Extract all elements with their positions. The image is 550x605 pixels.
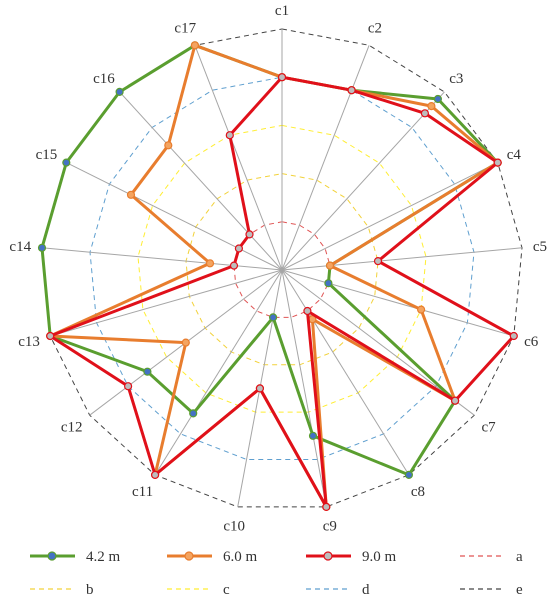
data-point-c6 xyxy=(324,279,333,288)
data-point-c15 xyxy=(126,190,136,199)
spoke-c7 xyxy=(281,269,475,416)
data-point-c12 xyxy=(124,382,133,391)
spoke-c5 xyxy=(281,247,523,271)
data-point-c12 xyxy=(143,367,152,376)
spoke-c2 xyxy=(281,45,370,271)
spoke-c14 xyxy=(41,247,283,271)
data-point-c9 xyxy=(308,431,318,440)
data-point-c16 xyxy=(245,230,254,239)
category-label-c16: c16 xyxy=(93,71,115,87)
data-point-c3 xyxy=(427,101,436,111)
data-point-c4 xyxy=(493,158,502,167)
category-label-c17: c17 xyxy=(174,21,196,37)
data-point-c17 xyxy=(190,41,199,50)
category-label-c7: c7 xyxy=(482,420,497,436)
legend-item-ring: c xyxy=(167,582,230,598)
spoke-c9 xyxy=(281,269,327,507)
data-point-c14 xyxy=(229,261,239,270)
data-point-c6 xyxy=(509,331,518,341)
spoke-c15 xyxy=(66,162,283,271)
category-label-c3: c3 xyxy=(449,71,463,87)
category-label-c14: c14 xyxy=(9,239,31,255)
data-point-c17 xyxy=(225,131,234,140)
legend: 4.2 m 6.0 m 9.0 m a b c d e xyxy=(30,549,523,598)
data-point-c9 xyxy=(322,502,331,511)
data-point-c10 xyxy=(269,313,278,322)
category-label-c2: c2 xyxy=(368,21,382,37)
series-lines xyxy=(37,41,518,511)
data-point-c12 xyxy=(181,338,190,347)
ring-b xyxy=(185,173,379,366)
data-point-c3 xyxy=(433,94,442,104)
data-point-c14 xyxy=(37,243,47,252)
data-point-c7 xyxy=(451,396,460,405)
legend-item-series: 6.0 m xyxy=(167,549,258,565)
category-label-c15: c15 xyxy=(36,147,58,163)
spoke-c4 xyxy=(281,162,498,271)
category-label-c12: c12 xyxy=(61,420,83,436)
ring-c xyxy=(137,124,427,413)
data-point-c16 xyxy=(164,141,173,150)
data-point-c16 xyxy=(115,87,124,97)
legend-label: d xyxy=(362,582,370,598)
legend-label: b xyxy=(86,582,94,598)
legend-item-ring: a xyxy=(460,549,523,565)
legend-item-ring: b xyxy=(30,582,94,598)
legend-label: 4.2 m xyxy=(86,549,121,565)
category-label-c1: c1 xyxy=(275,3,289,19)
legend-item-series: 4.2 m xyxy=(30,549,121,565)
data-point-c5 xyxy=(325,261,335,270)
data-point-c14 xyxy=(205,259,215,268)
data-point-c13 xyxy=(46,331,55,341)
series-2 xyxy=(46,73,518,511)
data-point-c11 xyxy=(151,470,160,479)
data-point-c5 xyxy=(373,257,383,266)
data-point-c8 xyxy=(404,470,413,479)
data-point-c15 xyxy=(62,158,71,167)
legend-item-ring: d xyxy=(306,582,370,598)
legend-item-series: 9.0 m xyxy=(306,549,397,565)
data-point-c3 xyxy=(420,109,429,118)
spoke-c3 xyxy=(281,91,445,271)
category-label-c11: c11 xyxy=(132,484,153,500)
series-line xyxy=(40,43,500,477)
category-label-c8: c8 xyxy=(411,484,425,500)
category-label-c5: c5 xyxy=(533,239,547,255)
legend-item-ring: e xyxy=(460,582,523,598)
spoke-c17 xyxy=(194,45,283,271)
category-label-c6: c6 xyxy=(524,334,539,350)
data-point-c15 xyxy=(234,244,243,253)
legend-label: a xyxy=(516,549,523,565)
ring-d xyxy=(89,76,475,460)
data-point-c2 xyxy=(347,86,356,95)
category-label-c13: c13 xyxy=(18,334,40,350)
spoke-c11 xyxy=(154,269,283,476)
spoke-c13 xyxy=(50,269,283,337)
legend-marker xyxy=(184,551,194,561)
legend-marker xyxy=(47,551,57,561)
category-label-c9: c9 xyxy=(323,519,337,535)
spoke-c8 xyxy=(281,269,410,476)
data-point-c8 xyxy=(303,306,312,316)
legend-marker xyxy=(323,551,333,561)
data-point-c1 xyxy=(277,73,287,82)
spoke-c16 xyxy=(119,91,283,271)
legend-label: c xyxy=(223,582,230,598)
category-labels: c1 c2 c3 c4 c5 c6 c7 c8 c9 c10 c11 c12 c13 c14 c15 c16 c… xyxy=(9,3,547,535)
category-label-c10: c10 xyxy=(223,519,245,535)
category-label-c4: c4 xyxy=(507,147,522,163)
legend-label: 6.0 m xyxy=(223,549,258,565)
spoke-c6 xyxy=(281,269,514,337)
data-point-c6 xyxy=(417,305,426,314)
data-point-c10 xyxy=(255,384,264,393)
legend-label: 9.0 m xyxy=(362,549,397,565)
data-point-c11 xyxy=(189,409,198,418)
legend-label: e xyxy=(516,582,523,598)
